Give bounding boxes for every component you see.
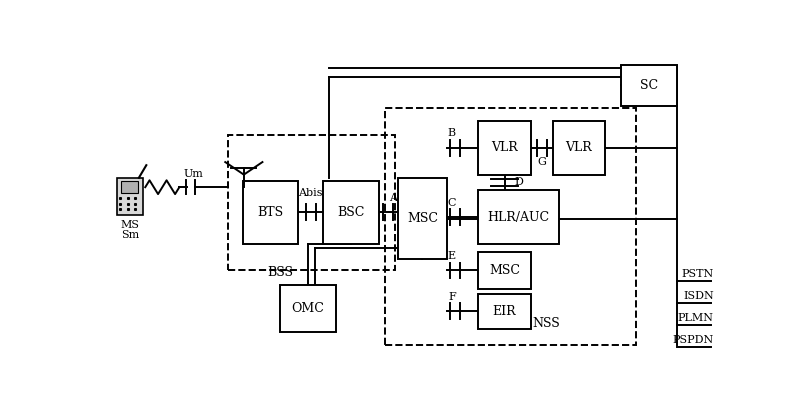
Bar [478, 190, 558, 244]
Text: VLR: VLR [491, 142, 518, 154]
Text: NSS: NSS [533, 317, 560, 330]
Text: SC: SC [640, 79, 658, 91]
Text: BSS: BSS [266, 266, 293, 279]
Text: F: F [448, 292, 456, 302]
Text: B: B [448, 129, 456, 138]
Text: EIR: EIR [493, 305, 516, 318]
Text: Um: Um [183, 169, 203, 180]
Text: Abis: Abis [298, 188, 323, 198]
Text: Sm: Sm [121, 230, 139, 239]
Bar [242, 181, 298, 244]
Text: VLR: VLR [566, 142, 592, 154]
Text: HLR/AUC: HLR/AUC [487, 211, 550, 224]
Bar [478, 294, 531, 328]
Text: E: E [448, 251, 456, 261]
Text: MSC: MSC [407, 212, 438, 225]
Text: G: G [538, 157, 546, 167]
Text: PSPDN: PSPDN [673, 335, 714, 345]
Text: OMC: OMC [291, 302, 324, 315]
Bar [553, 121, 606, 175]
Text: BTS: BTS [258, 206, 283, 219]
Text: C: C [448, 197, 456, 208]
Bar [280, 285, 336, 332]
Text: PSTN: PSTN [682, 269, 714, 279]
Bar [478, 121, 531, 175]
Text: A: A [389, 193, 397, 203]
Bar [323, 181, 379, 244]
Bar [386, 108, 636, 345]
Text: D: D [514, 177, 523, 188]
Bar [117, 178, 142, 215]
Text: PLMN: PLMN [678, 313, 714, 323]
Bar [621, 64, 677, 106]
Bar [228, 135, 394, 271]
Bar [121, 181, 138, 193]
Text: BSC: BSC [338, 206, 365, 219]
Bar [398, 178, 447, 259]
Text: ISDN: ISDN [683, 291, 714, 301]
Text: MS: MS [120, 220, 139, 230]
Text: MSC: MSC [489, 264, 520, 277]
Bar [478, 252, 531, 289]
